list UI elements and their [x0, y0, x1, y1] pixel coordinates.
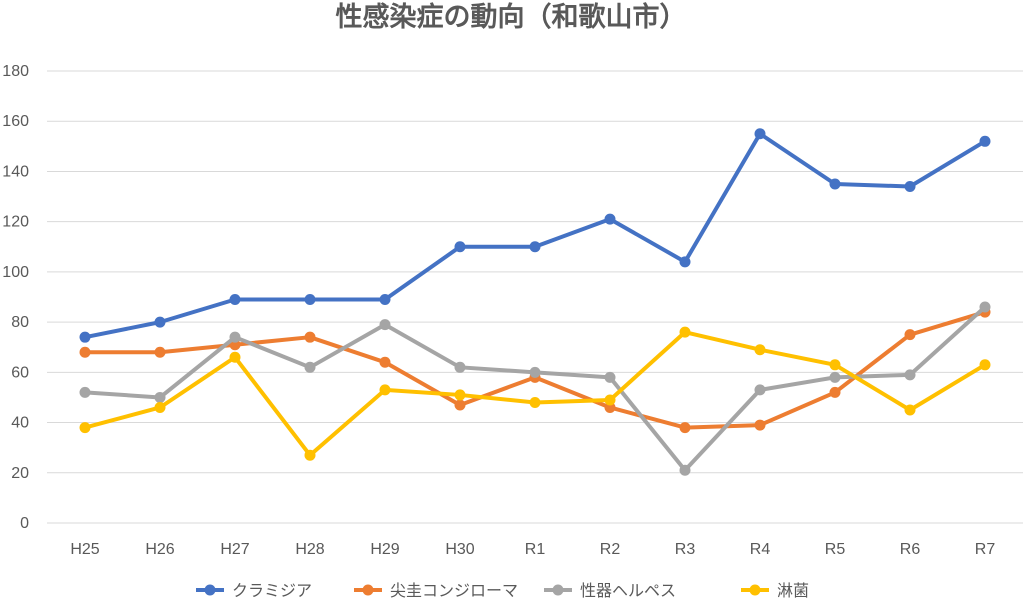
series-line	[83, 305, 987, 473]
data-point	[154, 346, 166, 358]
data-point	[79, 331, 91, 343]
data-point	[379, 294, 391, 306]
y-tick-label: 20	[11, 465, 29, 482]
data-point	[454, 361, 466, 373]
data-point	[154, 316, 166, 328]
data-point	[904, 181, 916, 193]
x-tick-label: R4	[750, 541, 771, 558]
data-point	[604, 371, 616, 383]
data-point	[679, 256, 691, 268]
chart-title: 性感染症の動向（和歌山市）	[336, 1, 687, 33]
legend-label: クラミジア	[232, 581, 312, 598]
legend: クラミジア 尖圭コンジローマ 性器ヘルペス 淋菌	[196, 581, 809, 598]
y-tick-label: 40	[11, 415, 29, 432]
data-point	[379, 319, 391, 331]
legend-item: 性器ヘルペス	[544, 581, 676, 598]
data-point	[304, 331, 316, 343]
data-point	[529, 396, 541, 408]
data-point	[154, 401, 166, 413]
data-point	[754, 128, 766, 140]
y-tick-label: 180	[2, 63, 29, 80]
x-tick-label: R6	[900, 541, 921, 558]
series-lines	[79, 128, 991, 476]
data-point	[754, 419, 766, 431]
series-4	[79, 326, 991, 461]
x-tick-label: R5	[825, 541, 846, 558]
data-point	[529, 241, 541, 253]
gridlines	[47, 70, 1023, 524]
series-3	[79, 301, 991, 476]
data-point	[304, 449, 316, 461]
x-tick-label: R1	[525, 541, 546, 558]
data-point	[904, 404, 916, 416]
legend-item: 淋菌	[741, 581, 809, 598]
x-tick-label: R7	[975, 541, 996, 558]
x-tick-label: H25	[70, 541, 99, 558]
y-tick-label: 140	[2, 163, 29, 180]
data-point	[904, 329, 916, 341]
data-point	[679, 326, 691, 338]
y-tick-label: 100	[2, 264, 29, 281]
data-point	[154, 391, 166, 403]
x-tick-label: H29	[370, 541, 399, 558]
x-tick-label: H26	[145, 541, 174, 558]
data-point	[979, 135, 991, 147]
legend-item: 尖圭コンジローマ	[354, 581, 518, 598]
x-tick-label: H27	[220, 541, 249, 558]
data-point	[229, 331, 241, 343]
legend-item: クラミジア	[196, 581, 312, 598]
x-tick-label: H28	[295, 541, 324, 558]
data-point	[829, 359, 841, 371]
data-point	[754, 384, 766, 396]
legend-marker	[749, 584, 761, 596]
x-tick-label: R3	[675, 541, 696, 558]
legend-marker	[204, 584, 216, 596]
x-tick-label: R2	[600, 541, 621, 558]
x-tick-label: H30	[445, 541, 474, 558]
legend-marker	[362, 584, 374, 596]
series-1	[79, 128, 991, 343]
y-tick-label: 60	[11, 364, 29, 381]
data-point	[229, 294, 241, 306]
data-point	[79, 422, 91, 434]
data-point	[604, 401, 616, 413]
data-point	[604, 394, 616, 406]
data-point	[229, 339, 241, 351]
data-point	[454, 241, 466, 253]
data-point	[979, 359, 991, 371]
data-point	[679, 422, 691, 434]
data-point	[529, 366, 541, 378]
data-point	[304, 361, 316, 373]
legend-marker	[552, 584, 564, 596]
data-point	[829, 386, 841, 398]
y-tick-label: 160	[2, 113, 29, 130]
data-point	[829, 371, 841, 383]
data-point	[379, 384, 391, 396]
y-tick-label: 80	[11, 314, 29, 331]
series-line	[83, 131, 987, 340]
x-axis-ticks: H25 H26 H27 H28 H29 H30 R1 R2 R3 R4 R5 R6 R7	[70, 541, 995, 558]
legend-label: 淋菌	[777, 581, 809, 598]
data-point	[79, 386, 91, 398]
y-tick-label: 0	[20, 515, 29, 532]
legend-label: 尖圭コンジローマ	[390, 581, 518, 598]
y-tick-label: 120	[2, 214, 29, 231]
data-point	[229, 351, 241, 363]
data-point	[304, 294, 316, 306]
data-point	[979, 301, 991, 313]
data-point	[679, 464, 691, 476]
data-point	[79, 346, 91, 358]
data-point	[604, 213, 616, 225]
data-point	[454, 399, 466, 411]
data-point	[454, 389, 466, 401]
data-point	[904, 369, 916, 381]
y-axis-ticks: 0 20 40 60 80 100 120 140 160 180	[2, 63, 29, 532]
data-point	[754, 344, 766, 356]
legend-label: 性器ヘルペス	[580, 581, 676, 598]
data-point	[829, 178, 841, 190]
data-point	[379, 356, 391, 368]
